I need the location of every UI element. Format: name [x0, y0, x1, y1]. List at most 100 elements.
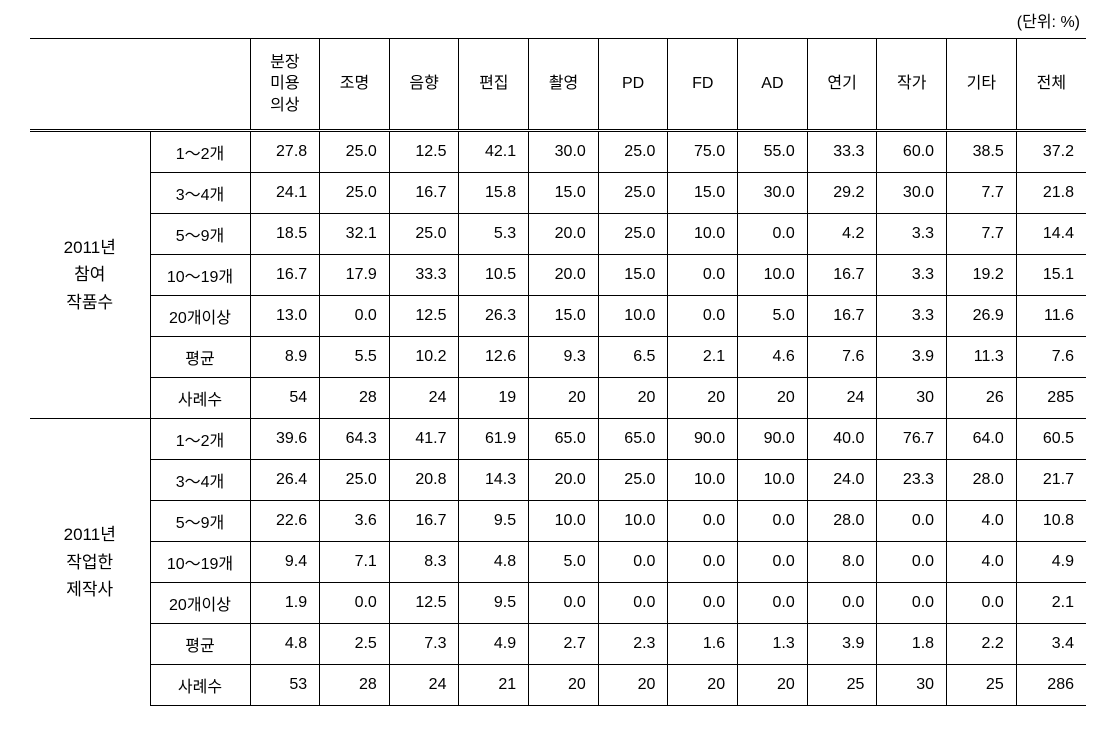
data-cell: 0.0	[738, 583, 808, 624]
group-label-line: 2011년	[30, 521, 150, 548]
data-cell: 3.3	[877, 214, 947, 255]
column-header: 음향	[389, 39, 459, 131]
data-cell: 1.3	[738, 624, 808, 665]
column-header: PD	[598, 39, 668, 131]
data-table: 분장미용의상조명음향편집촬영PDFDAD연기작가기타전체 2011년참여작품수1…	[30, 38, 1086, 706]
group-label: 2011년작업한제작사	[30, 419, 150, 706]
data-cell: 18.5	[250, 214, 320, 255]
table-header-row: 분장미용의상조명음향편집촬영PDFDAD연기작가기타전체	[30, 39, 1086, 131]
column-header-line: 기타	[947, 73, 1016, 95]
header-blank	[30, 39, 250, 131]
row-label: 5～9개	[150, 214, 250, 255]
data-cell: 7.7	[947, 173, 1017, 214]
row-label: 사례수	[150, 378, 250, 419]
data-cell: 19.2	[947, 255, 1017, 296]
data-cell: 24	[807, 378, 877, 419]
data-cell: 15.0	[529, 173, 599, 214]
data-cell: 25.0	[320, 131, 390, 173]
data-cell: 76.7	[877, 419, 947, 460]
row-label: 사례수	[150, 665, 250, 706]
data-cell: 64.3	[320, 419, 390, 460]
data-cell: 26.9	[947, 296, 1017, 337]
data-cell: 25.0	[598, 131, 668, 173]
row-label: 평균	[150, 337, 250, 378]
data-cell: 2.5	[320, 624, 390, 665]
data-cell: 40.0	[807, 419, 877, 460]
data-cell: 5.0	[529, 542, 599, 583]
data-cell: 20	[738, 378, 808, 419]
data-cell: 20.0	[529, 214, 599, 255]
data-cell: 4.8	[459, 542, 529, 583]
column-header-line: 조명	[320, 73, 389, 95]
data-cell: 10.5	[459, 255, 529, 296]
row-label: 10～19개	[150, 542, 250, 583]
data-cell: 4.0	[947, 542, 1017, 583]
data-cell: 9.4	[250, 542, 320, 583]
data-cell: 2.1	[668, 337, 738, 378]
column-header-line: 촬영	[529, 73, 598, 95]
row-label: 3～4개	[150, 173, 250, 214]
data-cell: 0.0	[668, 255, 738, 296]
group-label-line: 2011년	[30, 234, 150, 261]
row-label: 1～2개	[150, 131, 250, 173]
data-cell: 20	[668, 378, 738, 419]
data-cell: 16.7	[389, 173, 459, 214]
table-row: 10～19개9.47.18.34.85.00.00.00.08.00.04.04…	[30, 542, 1086, 583]
column-header: 전체	[1016, 39, 1086, 131]
data-cell: 6.5	[598, 337, 668, 378]
column-header-line: 음향	[390, 73, 459, 95]
data-cell: 28.0	[947, 460, 1017, 501]
data-cell: 3.9	[807, 624, 877, 665]
data-cell: 24	[389, 665, 459, 706]
table-row: 평균4.82.57.34.92.72.31.61.33.91.82.23.4	[30, 624, 1086, 665]
data-cell: 10.0	[738, 255, 808, 296]
data-cell: 61.9	[459, 419, 529, 460]
table-row: 10～19개16.717.933.310.520.015.00.010.016.…	[30, 255, 1086, 296]
data-cell: 10.0	[598, 296, 668, 337]
data-cell: 3.3	[877, 296, 947, 337]
data-cell: 0.0	[668, 542, 738, 583]
data-cell: 285	[1016, 378, 1086, 419]
data-cell: 9.5	[459, 501, 529, 542]
data-cell: 20	[598, 665, 668, 706]
data-cell: 3.3	[877, 255, 947, 296]
column-header: 작가	[877, 39, 947, 131]
data-cell: 12.6	[459, 337, 529, 378]
table-row: 3～4개24.125.016.715.815.025.015.030.029.2…	[30, 173, 1086, 214]
data-cell: 25	[807, 665, 877, 706]
table-row: 20개이상1.90.012.59.50.00.00.00.00.00.00.02…	[30, 583, 1086, 624]
column-header-line: 전체	[1017, 73, 1086, 95]
data-cell: 28	[320, 378, 390, 419]
data-cell: 16.7	[807, 296, 877, 337]
data-cell: 0.0	[668, 501, 738, 542]
data-cell: 10.0	[668, 460, 738, 501]
row-label: 10～19개	[150, 255, 250, 296]
column-header: 연기	[807, 39, 877, 131]
data-cell: 20.0	[529, 460, 599, 501]
column-header-line: 작가	[877, 73, 946, 95]
data-cell: 75.0	[668, 131, 738, 173]
group-label: 2011년참여작품수	[30, 131, 150, 419]
column-header-line: AD	[738, 73, 807, 95]
data-cell: 7.7	[947, 214, 1017, 255]
data-cell: 26.3	[459, 296, 529, 337]
data-cell: 9.3	[529, 337, 599, 378]
data-cell: 54	[250, 378, 320, 419]
data-cell: 14.3	[459, 460, 529, 501]
data-cell: 8.3	[389, 542, 459, 583]
data-cell: 11.6	[1016, 296, 1086, 337]
data-cell: 42.1	[459, 131, 529, 173]
data-cell: 25	[947, 665, 1017, 706]
column-header-line: 분장	[251, 52, 320, 74]
data-cell: 10.0	[668, 214, 738, 255]
data-cell: 20	[668, 665, 738, 706]
column-header-line: 의상	[251, 95, 320, 117]
data-cell: 28	[320, 665, 390, 706]
data-cell: 4.9	[459, 624, 529, 665]
data-cell: 20	[738, 665, 808, 706]
data-cell: 21.7	[1016, 460, 1086, 501]
data-cell: 0.0	[947, 583, 1017, 624]
data-cell: 12.5	[389, 583, 459, 624]
row-label: 평균	[150, 624, 250, 665]
data-cell: 1.6	[668, 624, 738, 665]
